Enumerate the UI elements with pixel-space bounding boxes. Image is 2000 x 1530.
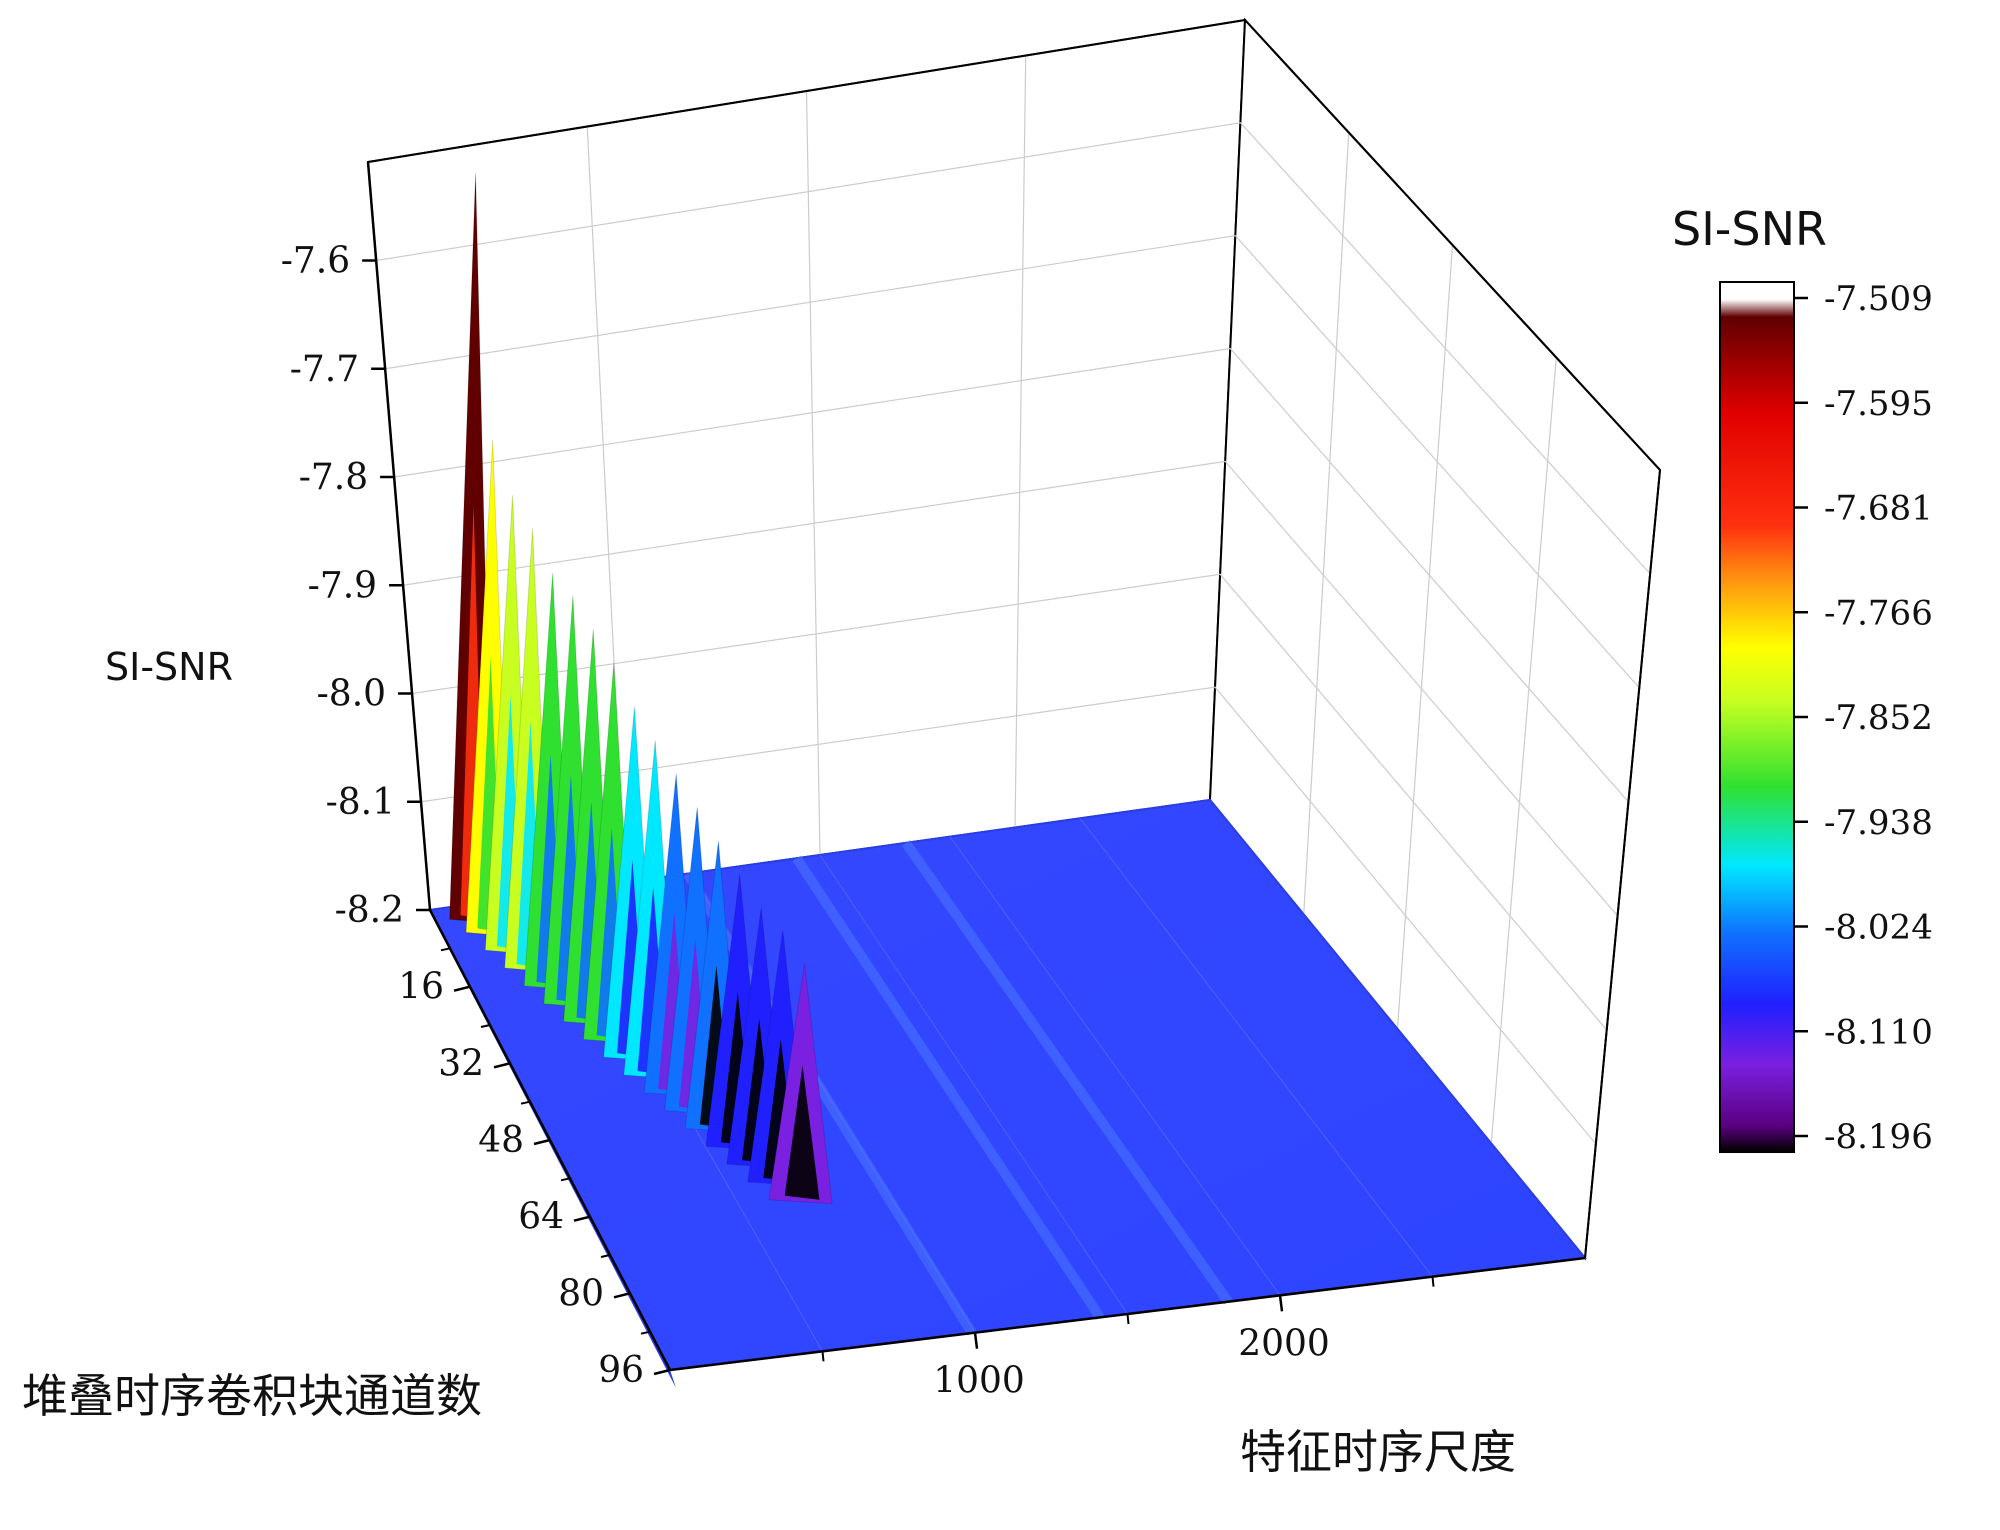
y-tick-label-2: 48 [478, 1120, 524, 1161]
ridge-peak-16 [768, 963, 833, 1205]
x-minor-tick-0 [821, 1351, 825, 1362]
z-tick-label-2: -7.8 [299, 457, 368, 498]
wall-grid-v-right-1 [1303, 132, 1350, 915]
wall-grid-v-left-2 [805, 90, 821, 856]
right-edge-line [1584, 469, 1661, 1259]
z-axis-ticks: -7.6 -7.7 -7.8 -7.9 -8.0 -8.1 -8.2 [281, 241, 430, 931]
x-minor-tick-2 [1431, 1276, 1435, 1287]
x-tick-label-1: 2000 [1238, 1323, 1330, 1364]
peak-ridge [449, 173, 833, 1205]
y-minor-tick-1 [440, 947, 451, 952]
y-tick-label-4: 80 [558, 1273, 604, 1314]
y-minor-tick-9 [600, 1254, 611, 1258]
wall-grid-z-1 [385, 234, 1640, 689]
colorbar-tick-label-8: -8.196 [1824, 1117, 1933, 1157]
floor-ridge-1 [792, 855, 1105, 1321]
y-tick-mark-4 [613, 1292, 631, 1299]
z-axis-line [366, 161, 432, 911]
colorbar-ticks: -7.509 -7.595 -7.681 -7.766 -7.852 -7.938 -8.0… [1794, 279, 1933, 1157]
z-tick-label-6: -8.2 [335, 890, 404, 931]
top-right-edge [1244, 19, 1661, 471]
wall-grid-z-5 [420, 686, 1597, 1145]
z-tick-label-3: -7.9 [308, 565, 377, 606]
colorbar-tick-label-7: -8.110 [1824, 1012, 1933, 1052]
colorbar-tick-label-1: -7.595 [1824, 384, 1933, 424]
y-tick-label-5: 96 [598, 1350, 644, 1391]
y-minor-tick-3 [480, 1024, 491, 1028]
x-tick-mark-1 [1278, 1295, 1284, 1312]
x-tick-mark-0 [973, 1332, 979, 1349]
y-minor-tick-11 [640, 1330, 651, 1335]
wall-grid-z-3 [402, 460, 1619, 917]
z-tick-label-0: -7.6 [281, 241, 350, 282]
x-tick-label-0: 1000 [933, 1361, 1025, 1402]
z-tick-label-5: -8.1 [326, 782, 395, 823]
y-minor-tick-7 [560, 1177, 571, 1182]
wall-grid-v-right-2 [1396, 244, 1454, 1030]
y-tick-mark-3 [573, 1215, 591, 1222]
floor-grid-3 [819, 854, 1128, 1315]
colorbar-bar [1719, 281, 1795, 1153]
colorbar-tick-label-0: -7.509 [1824, 279, 1933, 319]
wall-grid-z-2 [394, 347, 1629, 803]
colorbar-title: SI-SNR [1672, 202, 1827, 256]
y-minor-tick-5 [520, 1100, 531, 1105]
colorbar-tick-label-5: -7.938 [1824, 803, 1933, 843]
wall-grid-z-4 [411, 573, 1608, 1031]
y-tick-mark-0 [453, 985, 471, 992]
wall-grid-v-left-3 [1014, 55, 1027, 828]
y-tick-mark-5 [653, 1368, 671, 1376]
colorbar-tick-label-2: -7.681 [1824, 489, 1933, 529]
top-left-edge [367, 19, 1246, 163]
y-tick-label-3: 64 [518, 1197, 564, 1238]
wall-grid-z-0 [376, 122, 1651, 575]
x-axis-ticks: 1000 2000 [821, 1276, 1435, 1402]
ridge-peak-lower-16 [784, 1065, 820, 1200]
colorbar: SI-SNR -7.509-7.595-7.681-7.766-7.852-7.… [1672, 202, 1933, 1157]
wall-grid-v-right-3 [1490, 357, 1557, 1144]
y-tick-label-1: 32 [438, 1043, 484, 1084]
z-axis-label: SI-SNR [105, 645, 233, 689]
z-tick-label-4: -8.0 [317, 674, 386, 715]
x-minor-tick-1 [1126, 1313, 1130, 1325]
y-axis-ticks: 16 32 48 64 80 96 [398, 947, 671, 1391]
x-axis-label: 特征时序尺度 [1240, 1425, 1516, 1479]
colorbar-tick-label-4: -7.852 [1824, 698, 1933, 738]
colorbar-tick-label-3: -7.766 [1824, 593, 1933, 633]
floor-ridge-2 [901, 840, 1233, 1305]
colorbar-tick-label-6: -8.024 [1824, 908, 1933, 948]
y-tick-mark-1 [493, 1062, 511, 1069]
y-axis-label: 堆叠时序卷积块通道数 [22, 1369, 482, 1423]
y-tick-label-0: 16 [398, 967, 444, 1008]
floor-grid-5 [1079, 818, 1433, 1277]
z-tick-label-1: -7.7 [290, 349, 359, 390]
y-tick-mark-2 [533, 1138, 551, 1146]
floor-grid-4 [949, 836, 1281, 1296]
